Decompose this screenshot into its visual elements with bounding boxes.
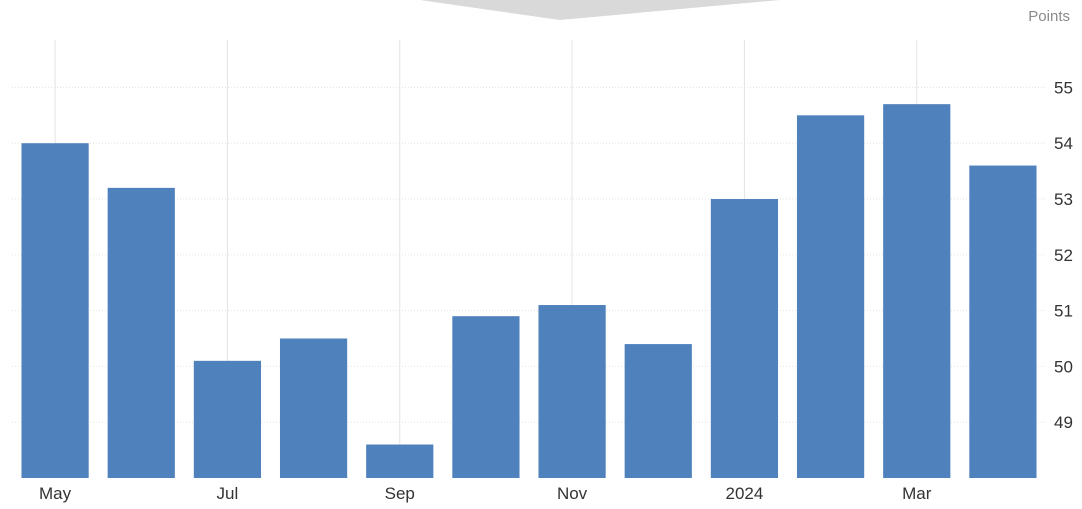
bar-nov: [538, 305, 606, 478]
bar-jul: [193, 360, 262, 478]
unit-label: Points: [1028, 8, 1070, 25]
y-tick-label: 54: [1054, 134, 1073, 153]
bar-mar: [883, 104, 951, 479]
y-tick-label: 51: [1054, 302, 1073, 321]
bar-aug: [279, 338, 348, 478]
y-tick-label: 55: [1054, 78, 1073, 97]
bar-2024: [710, 199, 779, 478]
bar-sep: [366, 444, 434, 478]
x-tick-label: Nov: [557, 484, 588, 503]
y-tick-label: 52: [1054, 246, 1073, 265]
x-tick-label: May: [39, 484, 72, 503]
bar-feb: [796, 115, 865, 479]
header-decoration: [420, 0, 780, 20]
bar-jun: [107, 187, 175, 479]
bar-dec: [624, 344, 692, 478]
bar-apr: [969, 165, 1037, 479]
bar-oct: [452, 316, 520, 478]
bar-may: [21, 143, 89, 478]
x-tick-label: Jul: [217, 484, 239, 503]
y-tick-label: 50: [1054, 357, 1073, 376]
x-tick-label: Mar: [902, 484, 932, 503]
y-tick-label: 49: [1054, 413, 1073, 432]
x-tick-label: Sep: [385, 484, 415, 503]
x-tick-label: 2024: [726, 484, 764, 503]
y-tick-label: 53: [1054, 190, 1073, 209]
